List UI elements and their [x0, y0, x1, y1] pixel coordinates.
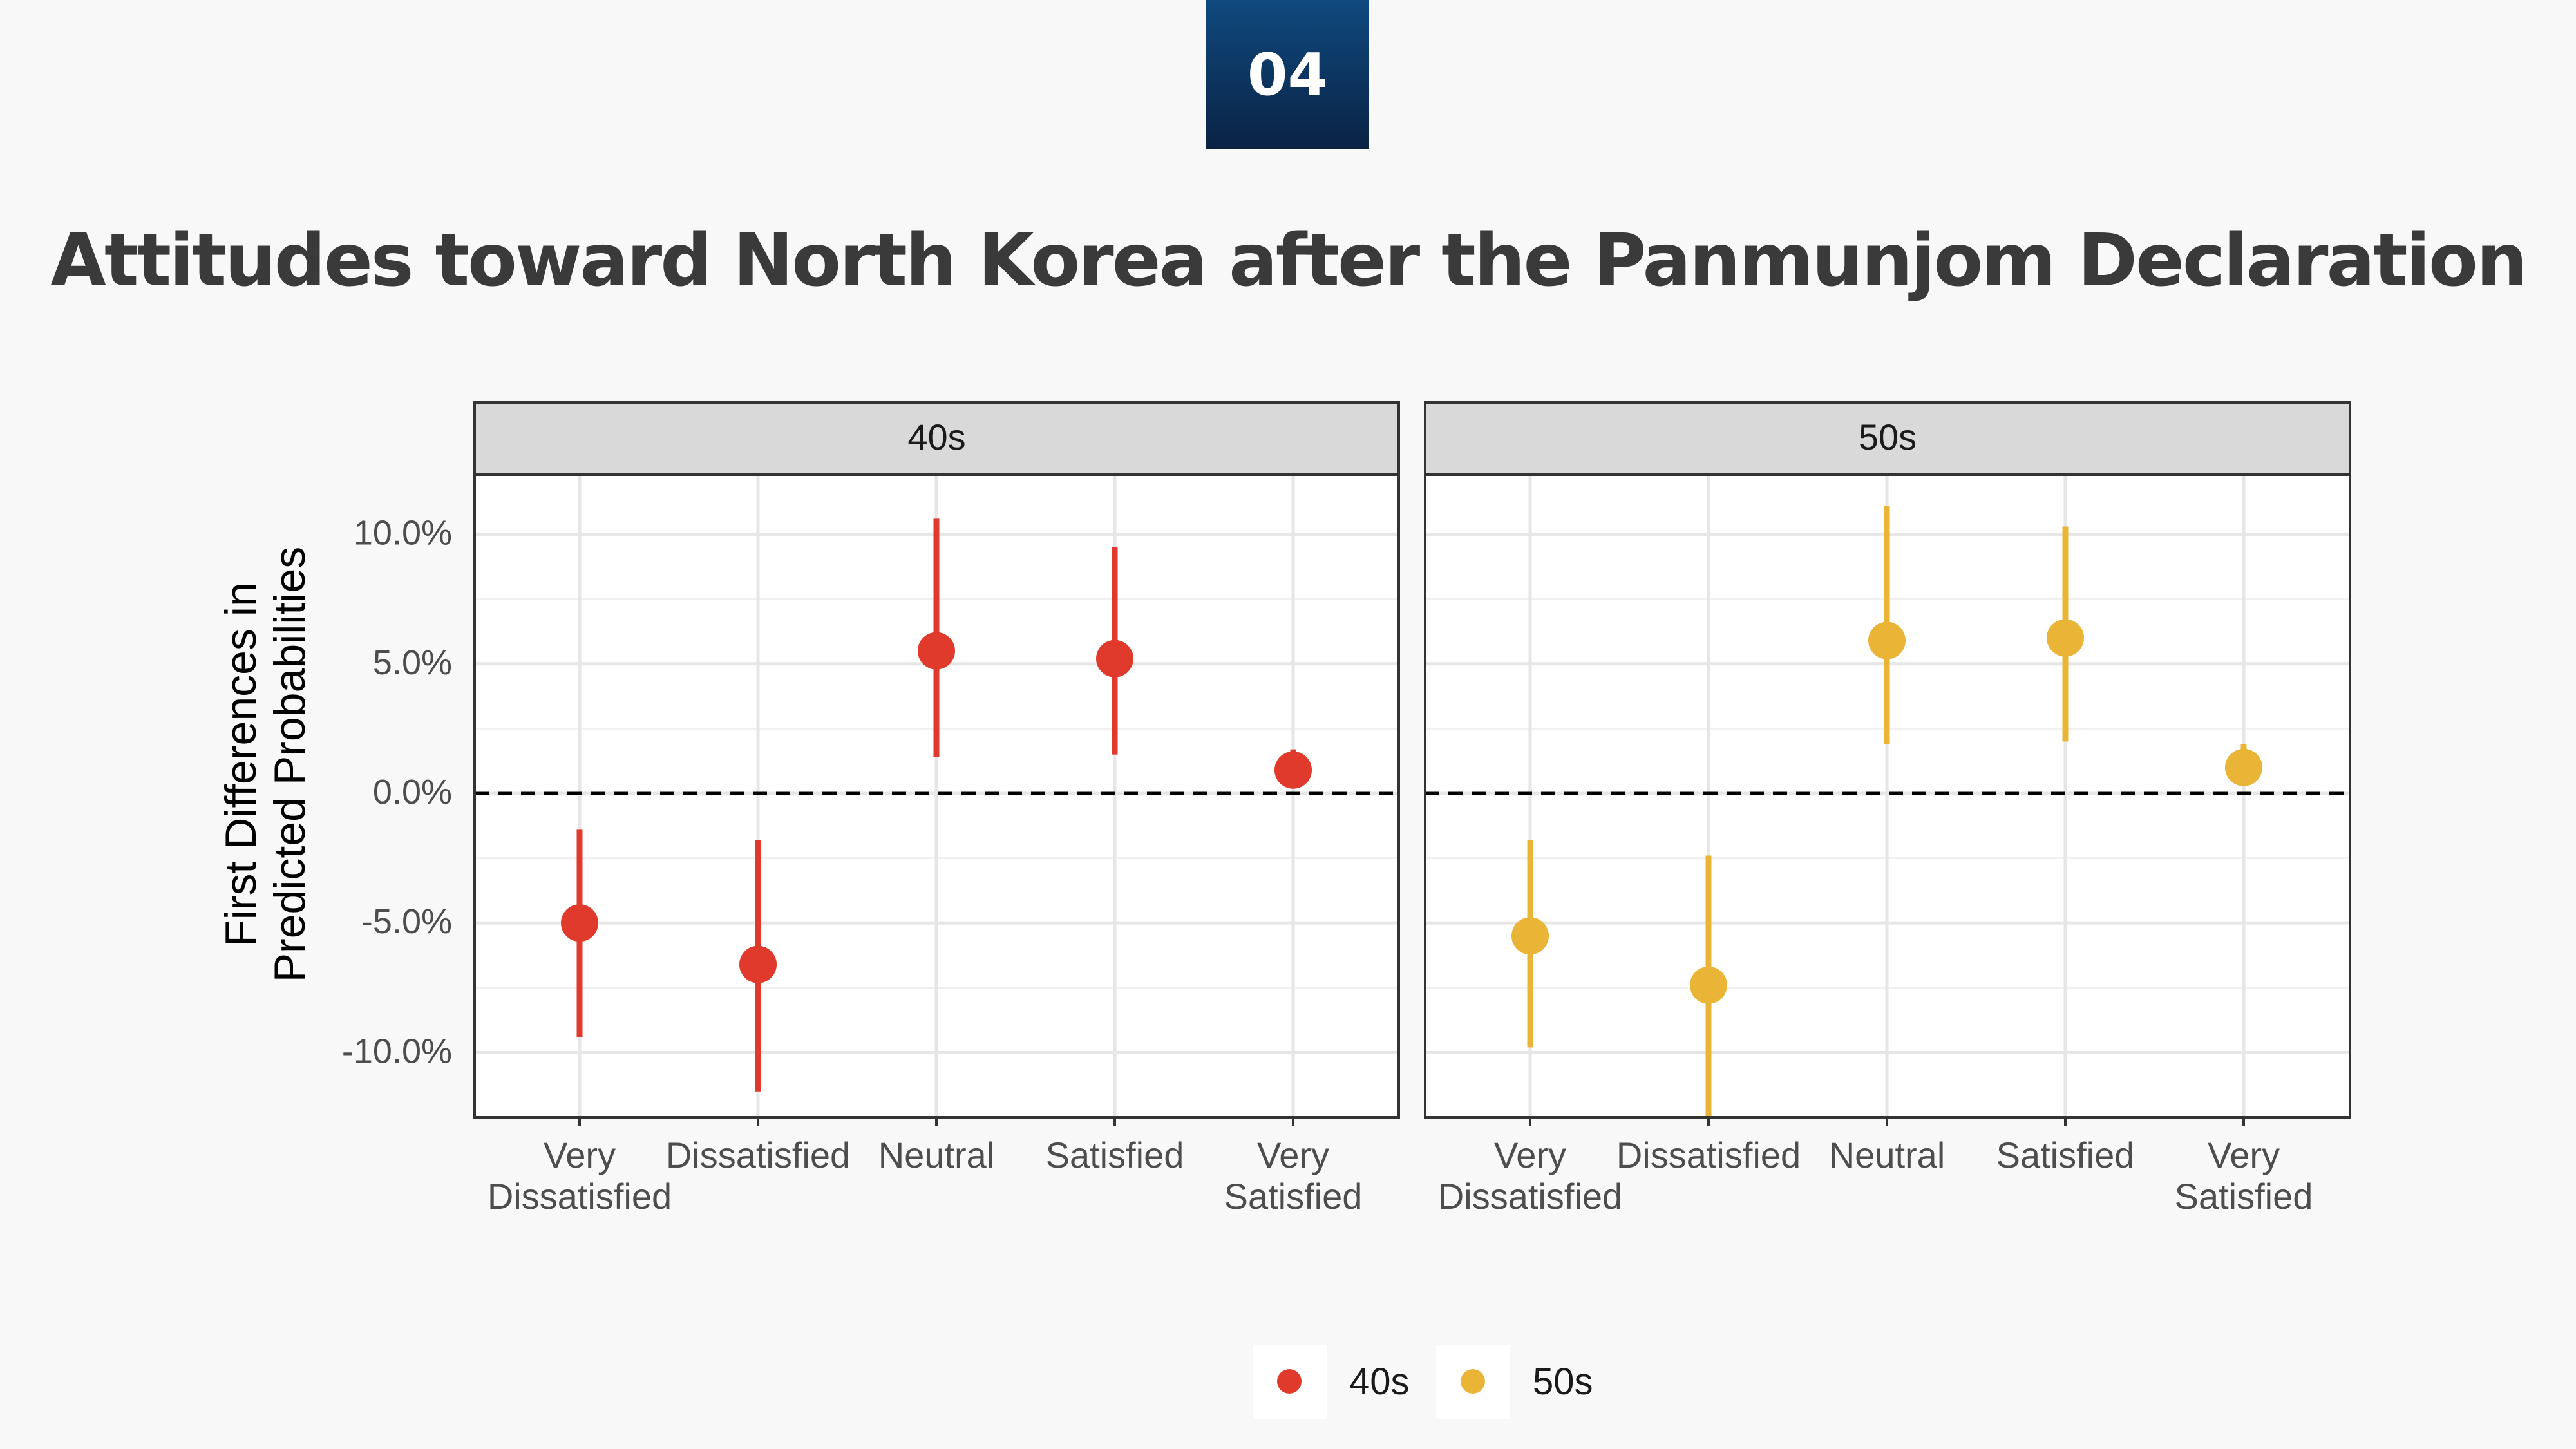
- x-tick-label: Satisfied: [1996, 1135, 2135, 1175]
- data-point-40s: [561, 904, 598, 942]
- x-tick-label-line: Very: [2208, 1135, 2280, 1175]
- section-number-badge: 04: [1206, 0, 1369, 149]
- y-tick-label: -10.0%: [342, 1032, 452, 1070]
- x-tick-label: Very Satisfied: [2175, 1135, 2313, 1217]
- data-point-40s: [918, 632, 955, 670]
- data-point-40s: [1096, 639, 1133, 677]
- y-axis-title: First Differences inPredicted Probabilit…: [216, 547, 314, 983]
- data-point-40s: [739, 945, 777, 983]
- legend-key-40s: [1277, 1369, 1302, 1394]
- y-tick-label: 0.0%: [373, 773, 452, 811]
- x-tick-label: Satisfied: [1046, 1135, 1184, 1175]
- y-tick-label: 10.0%: [354, 514, 452, 553]
- y-tick-label: -5.0%: [361, 902, 452, 941]
- x-tick-label-line: Satisfied: [1996, 1135, 2135, 1175]
- x-tick-label-line: Very: [544, 1135, 616, 1175]
- page-title: Attitudes toward North Korea after the P…: [50, 219, 2527, 303]
- x-tick-label-line: Dissatisfied: [1616, 1135, 1801, 1175]
- legend-key-50s: [1461, 1369, 1485, 1394]
- data-point-40s: [1274, 751, 1312, 789]
- legend-label: 40s: [1349, 1361, 1410, 1403]
- x-tick-label-line: Dissatisfied: [1438, 1176, 1622, 1217]
- x-tick-label: Dissatisfied: [1616, 1135, 1801, 1175]
- x-tick-label: Very Satisfied: [1224, 1135, 1363, 1217]
- x-tick-label: Very Dissatisfied: [488, 1135, 672, 1217]
- x-tick-label: Neutral: [1829, 1135, 1946, 1175]
- facet-strip-label: 50s: [1859, 417, 1917, 457]
- x-tick-label-line: Dissatisfied: [488, 1176, 672, 1217]
- x-tick-label: Dissatisfied: [666, 1135, 850, 1175]
- data-point-50s: [1511, 917, 1549, 955]
- y-tick-label: 5.0%: [373, 643, 452, 682]
- data-point-50s: [2225, 748, 2262, 786]
- y-axis-title-line: Predicted Probabilities: [265, 547, 314, 983]
- x-tick-label: Very Dissatisfied: [1438, 1135, 1622, 1217]
- x-tick-label-line: Satisfied: [2175, 1176, 2313, 1217]
- facet-strip: [1424, 401, 2351, 476]
- x-tick-label-line: Very: [1257, 1135, 1329, 1175]
- x-tick-label: Neutral: [878, 1135, 995, 1175]
- x-tick-label-line: Neutral: [878, 1135, 995, 1175]
- x-tick-label-line: Dissatisfied: [666, 1135, 850, 1175]
- x-tick-label-line: Neutral: [1829, 1135, 1946, 1175]
- data-point-50s: [1868, 621, 1906, 659]
- x-tick-label-line: Satisfied: [1046, 1135, 1184, 1175]
- data-point-50s: [2047, 619, 2084, 657]
- x-tick-label-line: Satisfied: [1224, 1176, 1363, 1217]
- y-axis-title-line: First Differences in: [216, 582, 265, 947]
- x-tick-label-line: Very: [1494, 1135, 1566, 1175]
- facet-strip-label: 40s: [907, 417, 965, 457]
- legend-label: 50s: [1533, 1361, 1593, 1403]
- data-point-50s: [1690, 966, 1727, 1004]
- facet-strip: [473, 401, 1400, 476]
